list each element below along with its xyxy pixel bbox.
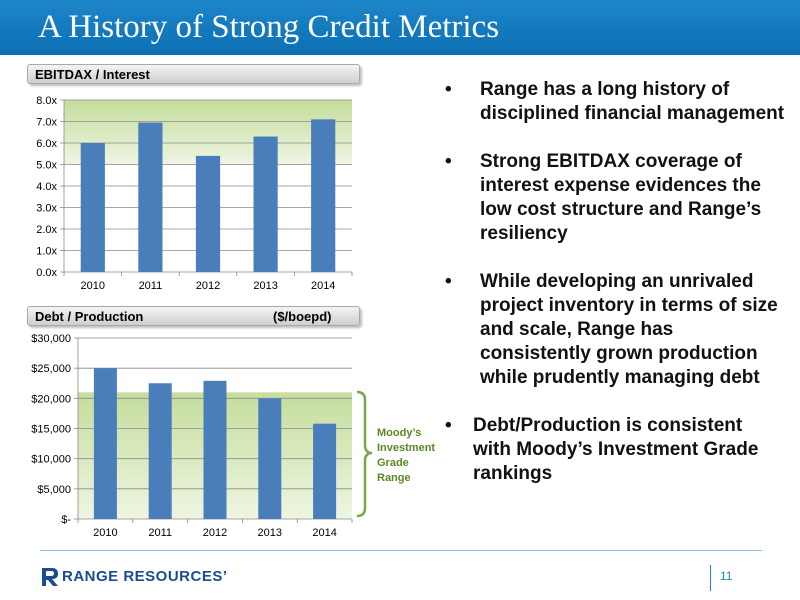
y-tick-label: $- bbox=[61, 514, 71, 526]
bullet-item: • Debt/Production is consistent with Moo… bbox=[445, 414, 785, 486]
bullet-text: Strong EBITDAX coverage of interest expe… bbox=[480, 151, 762, 244]
y-tick-label: 8.0x bbox=[36, 95, 57, 107]
y-tick-label: 0.0x bbox=[36, 267, 57, 279]
moody-grade-label: Moody’s Investment Grade Range bbox=[377, 426, 447, 486]
bar bbox=[138, 122, 163, 272]
x-tick-label: 2012 bbox=[203, 527, 227, 539]
bullet-item: • Range has a long history of discipline… bbox=[445, 78, 785, 126]
moody-bracket-icon bbox=[356, 390, 373, 518]
bar bbox=[93, 368, 117, 519]
x-tick-label: 2010 bbox=[93, 527, 117, 539]
bar bbox=[195, 155, 221, 272]
range-resources-logo-icon bbox=[42, 568, 58, 586]
chart2-header: Debt / Production ($/boepd) bbox=[27, 306, 360, 326]
x-tick-label: 2013 bbox=[258, 527, 282, 539]
chart1-header: EBITDAX / Interest bbox=[27, 64, 360, 84]
y-tick-label: $20,000 bbox=[31, 393, 71, 405]
moody-label-line: Investment bbox=[377, 442, 436, 454]
debt-production-chart: $- $5,000 $10,000 $15,000 $20,000 $25,000 $30,… bbox=[31, 333, 353, 539]
y-tick-label: 6.0x bbox=[36, 138, 57, 150]
title-bar: A History of Strong Credit Metrics bbox=[0, 0, 800, 55]
page-number-divider bbox=[710, 565, 711, 591]
y-tick-label: 7.0x bbox=[36, 117, 57, 129]
highlight-band bbox=[64, 100, 352, 165]
bullet-item: • Strong EBITDAX coverage of interest ex… bbox=[445, 150, 785, 246]
bullet-dot-icon: • bbox=[445, 271, 452, 292]
y-tick-label: $15,000 bbox=[31, 424, 71, 436]
ebitdax-interest-chart: 0.0x 1.0x 2.0x 3.0x 4.0x 5.0x 6.0x 7.0x 8.0x 2010… bbox=[36, 95, 353, 292]
y-tick-label: $5,000 bbox=[37, 484, 71, 496]
bullet-text: Range has a long history of disciplined … bbox=[480, 79, 785, 124]
bullet-list: • Range has a long history of discipline… bbox=[445, 78, 785, 486]
x-tick-label: 2012 bbox=[196, 280, 220, 292]
y-tick-label: $10,000 bbox=[31, 454, 71, 466]
x-tick-label: 2014 bbox=[311, 280, 335, 292]
chart2-header-unit: ($/boepd) bbox=[273, 309, 332, 324]
x-tick-label: 2010 bbox=[81, 280, 105, 292]
bar bbox=[203, 380, 227, 519]
x-tick-label: 2011 bbox=[148, 527, 172, 539]
chart2-header-label: Debt / Production bbox=[35, 309, 144, 324]
bullet-dot-icon: • bbox=[445, 151, 452, 172]
bar bbox=[148, 383, 172, 519]
y-tick-label: 2.0x bbox=[36, 224, 57, 236]
y-tick-label: 5.0x bbox=[36, 160, 57, 172]
slide-title: A History of Strong Credit Metrics bbox=[38, 9, 500, 45]
y-tick-label: 4.0x bbox=[36, 181, 57, 193]
bar bbox=[313, 423, 337, 519]
bullet-text: Debt/Production is consistent with Moody… bbox=[473, 415, 759, 484]
bullet-text: While developing an unrivaled project in… bbox=[480, 271, 778, 388]
bar bbox=[253, 136, 278, 272]
chart1-header-label: EBITDAX / Interest bbox=[35, 67, 150, 82]
bullet-item: • While developing an unrivaled project … bbox=[445, 270, 785, 390]
y-tick-label: 3.0x bbox=[36, 203, 57, 215]
bar bbox=[258, 398, 282, 519]
moody-label-line: Moody’s bbox=[377, 427, 422, 439]
company-name: RANGE RESOURCES’ bbox=[62, 568, 228, 585]
x-tick-label: 2013 bbox=[253, 280, 277, 292]
bar bbox=[80, 143, 105, 272]
bar bbox=[311, 119, 336, 272]
bullet-dot-icon: • bbox=[445, 415, 452, 436]
y-tick-label: 1.0x bbox=[36, 246, 57, 258]
x-tick-label: 2014 bbox=[312, 527, 336, 539]
y-tick-label: $25,000 bbox=[31, 363, 71, 375]
page-number: 11 bbox=[720, 569, 733, 583]
x-tick-label: 2011 bbox=[139, 280, 163, 292]
y-tick-label: $30,000 bbox=[31, 333, 71, 345]
moody-label-line: Range bbox=[377, 472, 411, 484]
moody-label-line: Grade bbox=[377, 457, 409, 469]
bullet-dot-icon: • bbox=[445, 79, 452, 100]
footer-divider bbox=[40, 550, 762, 551]
